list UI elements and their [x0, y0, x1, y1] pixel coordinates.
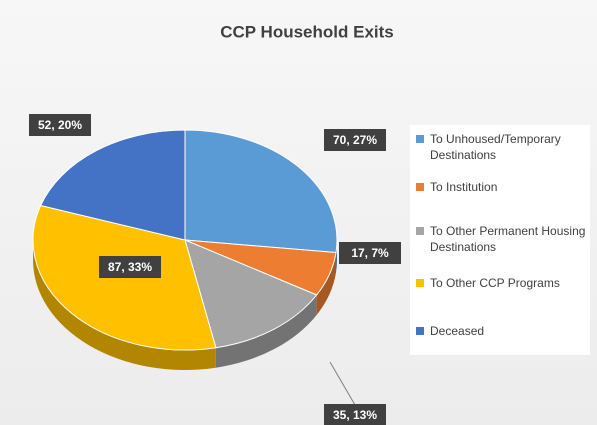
legend-swatch [416, 327, 424, 335]
pie-side [33, 240, 216, 371]
pie-slice [184, 129, 338, 254]
pie-side [316, 252, 337, 315]
legend-item: To Other CCP Programs [416, 275, 597, 291]
legend-label: Deceased [430, 324, 485, 338]
legend-label: To Other CCP Programs [430, 276, 560, 290]
legend-item: Deceased [416, 323, 597, 339]
legend-swatch [416, 227, 424, 235]
legend-swatch [416, 183, 424, 191]
data-label: 35, 13% [333, 408, 377, 422]
pie-slice [184, 239, 318, 349]
legend: To Unhoused/Temporary Destinations To Ins… [410, 125, 590, 355]
legend-item: To Institution [416, 179, 597, 195]
data-label: 87, 33% [108, 260, 152, 274]
legend-item: To Other Permanent Housing Destinations [416, 223, 597, 255]
data-label: 52, 20% [38, 118, 82, 132]
data-label-box [29, 114, 91, 136]
data-label-box [99, 256, 161, 278]
data-label: 17, 7% [351, 246, 389, 260]
chart-title: CCP Household Exits [220, 22, 394, 41]
data-label-box [324, 404, 386, 425]
legend-label: To Other Permanent Housing Destinations [430, 224, 586, 254]
legend-label: To Institution [430, 180, 498, 194]
leader-line [329, 361, 356, 406]
legend-swatch [416, 279, 424, 287]
data-label-box [339, 242, 401, 264]
legend-item: To Unhoused/Temporary Destinations [416, 131, 597, 163]
data-label-box [324, 129, 386, 151]
pie-slice [39, 129, 186, 241]
data-label: 70, 27% [333, 133, 377, 147]
legend-swatch [416, 135, 424, 143]
legend-label: To Unhoused/Temporary Destinations [430, 132, 561, 162]
pie-side [215, 295, 317, 368]
